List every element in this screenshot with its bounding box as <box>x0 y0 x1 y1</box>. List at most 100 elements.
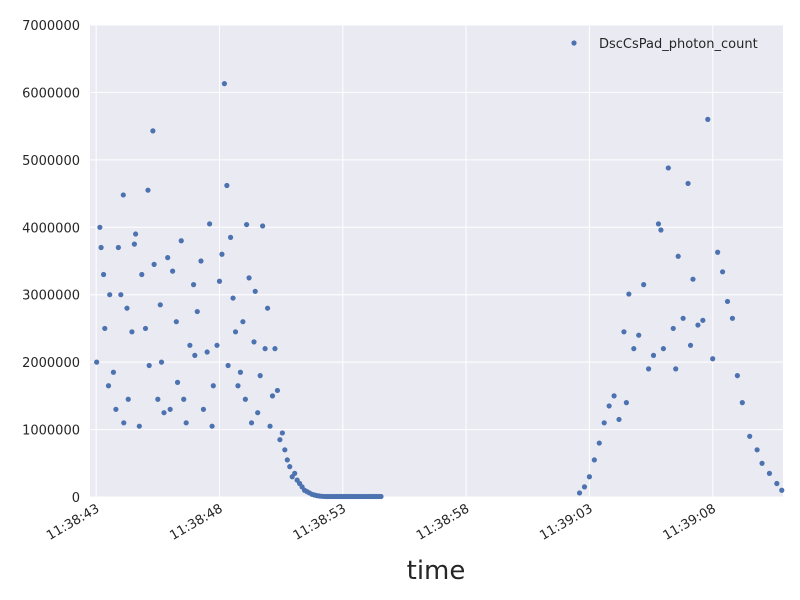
data-point <box>754 447 760 453</box>
data-point <box>779 487 785 493</box>
data-point <box>240 319 246 325</box>
data-point <box>113 406 119 412</box>
data-point <box>121 420 127 426</box>
data-point <box>734 373 740 379</box>
data-point <box>235 383 241 389</box>
data-point <box>107 292 113 298</box>
data-point <box>739 400 745 406</box>
data-point <box>167 406 173 412</box>
data-point <box>378 493 384 500</box>
data-point <box>267 423 273 429</box>
data-point <box>131 241 137 247</box>
data-point <box>230 295 236 301</box>
plot-background <box>90 25 783 497</box>
data-point <box>665 165 671 171</box>
y-tick-label: 7000000 <box>22 19 80 34</box>
data-point <box>246 275 252 281</box>
data-point <box>631 346 637 352</box>
data-point <box>219 251 225 257</box>
data-point <box>255 410 261 416</box>
data-points <box>94 81 785 500</box>
data-point <box>670 325 676 332</box>
x-tick-labels: 11:38:43 11:38:48 11:38:53 11:38:58 11:39:03… <box>44 501 719 543</box>
data-point <box>284 457 290 463</box>
data-point <box>621 329 627 335</box>
data-point <box>225 362 231 369</box>
data-point <box>759 460 765 466</box>
data-point <box>142 325 149 332</box>
x-tick-label: 11:38:48 <box>167 501 225 543</box>
data-point <box>242 396 248 402</box>
data-point <box>170 268 176 274</box>
data-point <box>282 447 288 453</box>
data-point <box>118 292 124 298</box>
data-point <box>157 302 163 308</box>
x-tick-label: 11:38:53 <box>291 501 349 543</box>
data-point <box>292 470 298 476</box>
data-point <box>102 325 108 332</box>
data-point <box>576 490 583 496</box>
data-point <box>673 366 679 372</box>
data-point <box>207 221 213 227</box>
data-point <box>155 396 161 402</box>
data-point <box>145 187 151 193</box>
data-point <box>244 221 250 228</box>
data-point <box>251 339 257 345</box>
legend-label: DscCsPad_photon_count <box>599 37 758 52</box>
x-tick-label: 11:39:03 <box>537 501 595 543</box>
data-point <box>715 249 721 255</box>
data-point <box>747 433 753 439</box>
y-tick-label: 2000000 <box>22 356 80 371</box>
data-point <box>252 288 258 294</box>
data-point <box>161 410 167 416</box>
data-point <box>100 271 107 278</box>
data-point <box>274 387 281 394</box>
data-point <box>611 393 617 399</box>
data-point <box>257 373 263 379</box>
data-point <box>187 342 193 348</box>
data-point <box>150 128 156 134</box>
x-tick-label: 11:38:43 <box>44 501 102 543</box>
data-point <box>248 420 255 426</box>
data-point <box>774 480 780 487</box>
data-point <box>192 352 198 358</box>
data-point <box>700 317 706 323</box>
data-point <box>120 192 126 198</box>
data-point <box>200 406 207 412</box>
data-point <box>710 356 716 362</box>
data-point <box>675 253 681 259</box>
data-point <box>724 298 731 305</box>
data-point <box>174 379 181 385</box>
grid-lines <box>90 24 783 498</box>
data-point <box>729 315 736 321</box>
data-point <box>110 369 117 375</box>
data-point <box>650 352 657 358</box>
data-point <box>232 329 239 335</box>
data-point <box>272 346 278 352</box>
data-point <box>660 346 666 352</box>
data-point <box>581 484 588 490</box>
data-point <box>279 430 285 436</box>
data-point <box>125 396 131 402</box>
data-point <box>183 420 189 426</box>
data-point <box>124 305 130 311</box>
data-point <box>596 440 602 446</box>
data-point <box>198 258 204 264</box>
data-point <box>685 180 691 187</box>
data-point <box>636 332 642 338</box>
y-tick-label: 6000000 <box>22 86 80 101</box>
data-point <box>216 278 223 284</box>
x-tick-label: 11:38:58 <box>414 501 472 543</box>
x-tick-label: 11:39:08 <box>661 501 719 543</box>
data-point <box>705 116 711 122</box>
data-point <box>97 224 103 230</box>
data-point <box>158 359 165 365</box>
data-point <box>695 322 701 328</box>
data-point <box>237 369 244 375</box>
data-point <box>136 423 142 429</box>
data-point <box>151 261 157 267</box>
data-point <box>133 231 139 237</box>
data-point <box>178 238 184 244</box>
data-point <box>641 282 647 288</box>
data-point <box>227 234 234 240</box>
